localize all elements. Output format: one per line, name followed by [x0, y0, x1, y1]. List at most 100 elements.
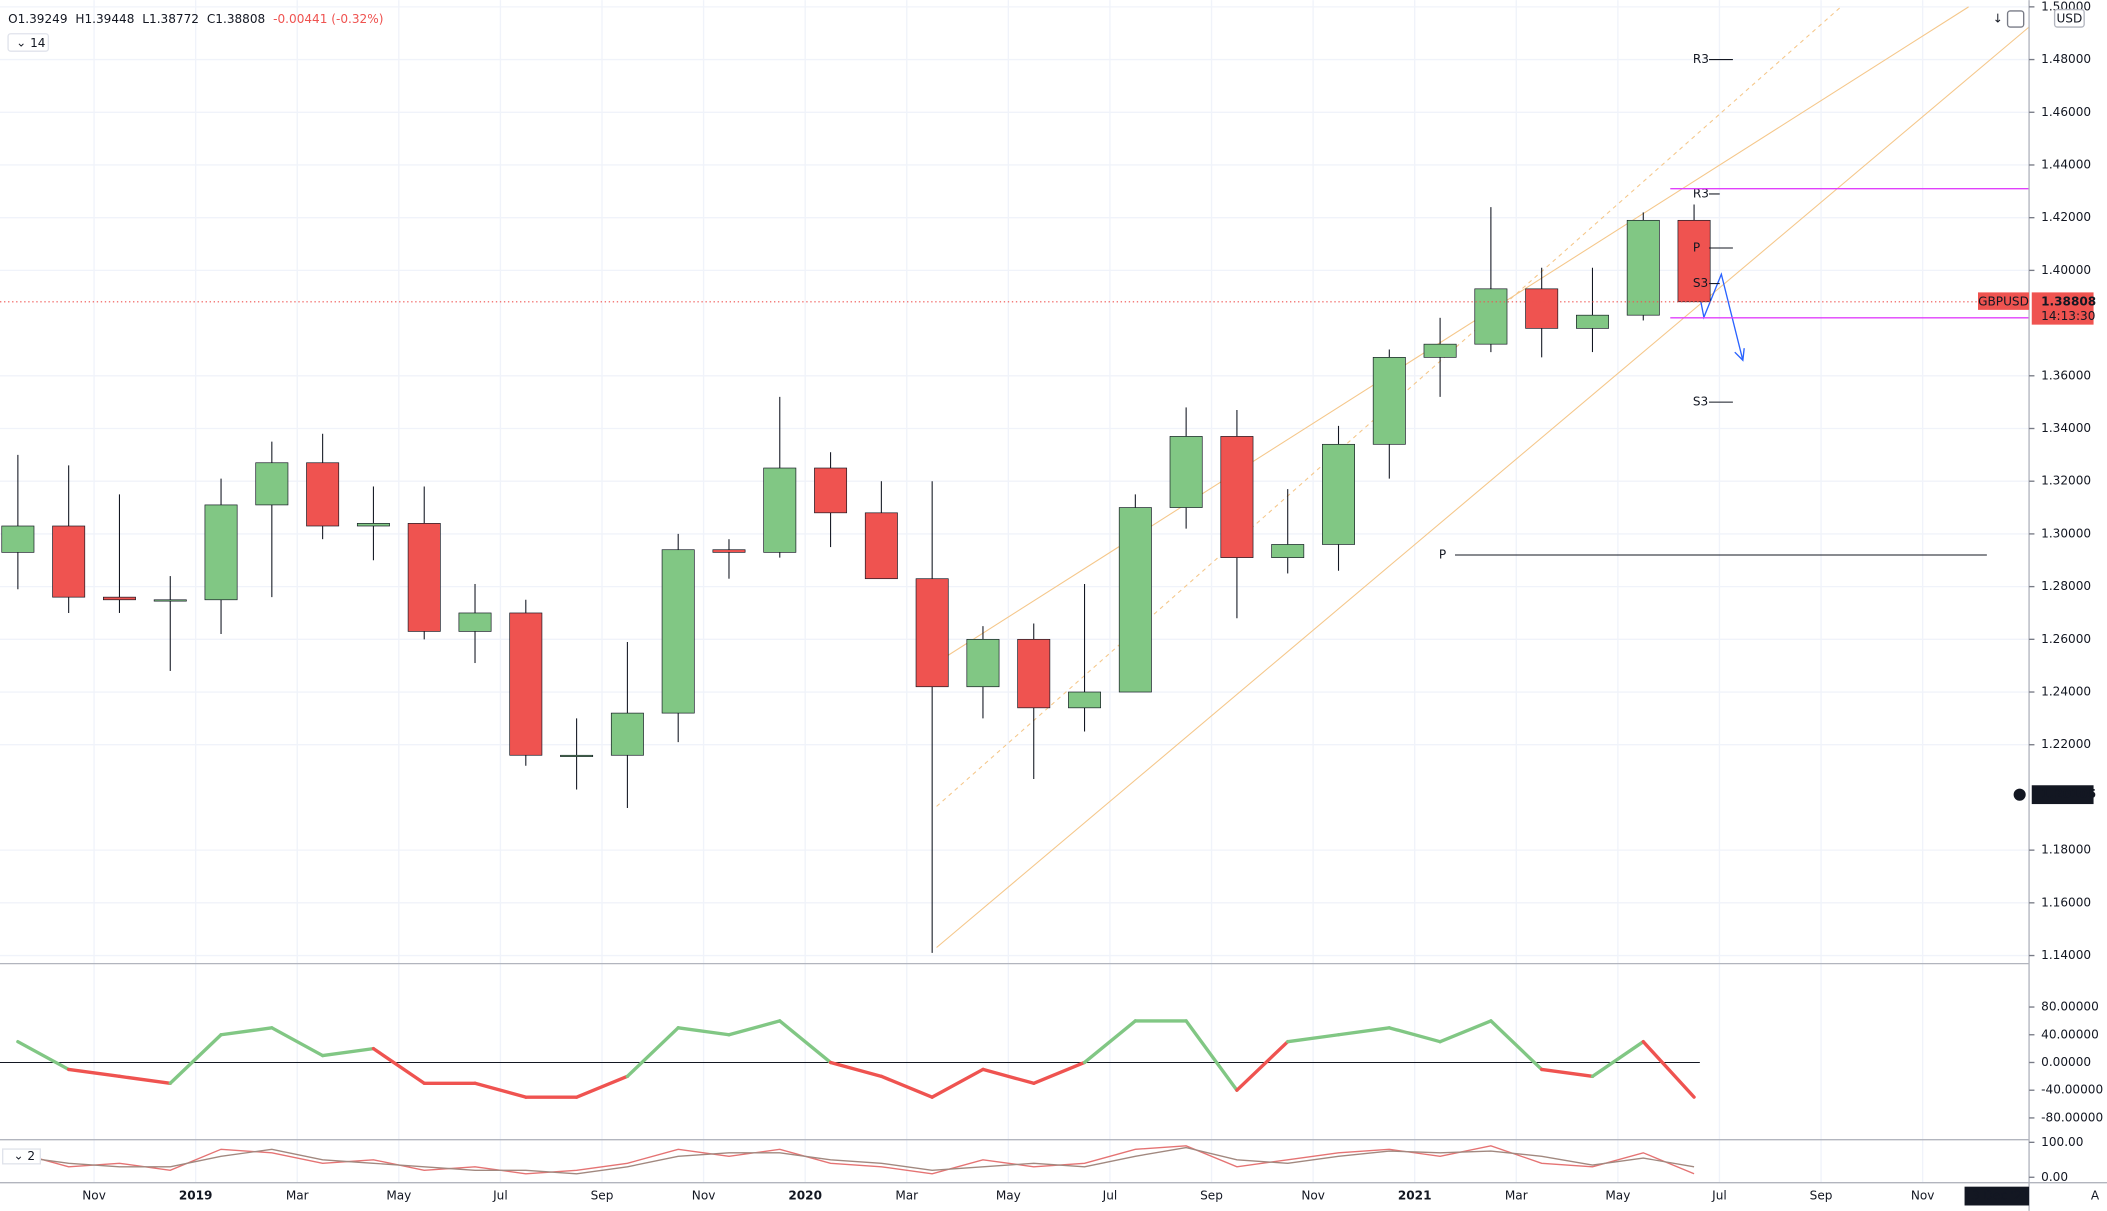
- candle-body: [255, 462, 289, 506]
- oscillator-segment: [16, 1040, 71, 1072]
- pivot-label: S3: [1693, 276, 1708, 290]
- countdown: 14:13:30: [2041, 309, 2095, 323]
- pivot-label: R3: [1693, 186, 1709, 200]
- ohlc-legend: O1.39249 H1.39448 L1.38772 C1.38808 -0.0…: [8, 11, 383, 25]
- x-tick-label: Jul: [492, 1189, 508, 1203]
- oscillator-segment: [1540, 1067, 1595, 1079]
- y-tick-label: 1.18000: [2041, 843, 2091, 857]
- candle-body: [1322, 443, 1355, 545]
- y-tick-label: 1.48000: [2041, 52, 2091, 66]
- candle-body: [102, 596, 136, 601]
- candle-body: [1677, 219, 1711, 303]
- x-tick-label: 2020: [788, 1189, 822, 1203]
- oscillator-segment: [1184, 1019, 1239, 1092]
- y-tick-label: 1.24000: [2041, 685, 2091, 699]
- x-tick-label: May: [386, 1189, 411, 1203]
- candle-body: [915, 578, 949, 688]
- oscillator-segment: [1336, 1026, 1391, 1037]
- oscillator-segment: [930, 1067, 985, 1099]
- oscillator-segment: [1032, 1060, 1087, 1085]
- x-tick-label: Nov: [82, 1189, 106, 1203]
- auto-scale[interactable]: A: [2091, 1189, 2100, 1203]
- y-tick-label: -40.00000: [2041, 1083, 2103, 1097]
- candle-body: [966, 638, 1000, 688]
- currency-button[interactable]: [2053, 8, 2085, 28]
- y-tick-label: 0.00: [2041, 1170, 2068, 1184]
- oscillator-segment: [1641, 1040, 1696, 1099]
- download-button[interactable]: ↓: [1993, 11, 2003, 25]
- grid: [0, 0, 2030, 1183]
- x-tick-label: Nov: [692, 1189, 716, 1203]
- y-tick-label: 1.30000: [2041, 526, 2091, 540]
- price-tag: [2031, 292, 2094, 325]
- x-tick-label: Mar: [895, 1189, 918, 1203]
- x-tick-label: Sep: [1200, 1189, 1223, 1203]
- candle-body: [763, 467, 797, 553]
- y-tick-label: 1.28000: [2041, 579, 2091, 593]
- oscillator-segment: [727, 1019, 782, 1037]
- pivot-label: P: [1439, 547, 1446, 561]
- axes: 1.500001.480001.460001.440001.420001.400…: [82, 0, 2103, 1206]
- date-tag: [1964, 1186, 2030, 1206]
- pane-legend[interactable]: [2, 1148, 41, 1165]
- candle-body: [560, 754, 594, 757]
- currency: USD: [2056, 11, 2082, 25]
- x-tick-label: May: [996, 1189, 1021, 1203]
- indicator-toggle[interactable]: [7, 33, 50, 52]
- oscillator-segment: [1387, 1026, 1442, 1044]
- candle-body: [1576, 314, 1609, 329]
- candle-body: [1474, 288, 1508, 345]
- y-tick-label: 1.46000: [2041, 105, 2091, 119]
- oscillator-segment: [676, 1026, 731, 1037]
- oscillator-segment: [1082, 1019, 1138, 1065]
- candle-body: [204, 504, 238, 601]
- oscillator-segment: [1235, 1040, 1290, 1092]
- x-tick-label: 2019: [179, 1189, 213, 1203]
- candle-body: [52, 525, 86, 598]
- x-tick-label: Nov: [1301, 1189, 1325, 1203]
- x-tick-label: Sep: [1810, 1189, 1833, 1203]
- date-label: 13 Dec '21: [1964, 1189, 2029, 1203]
- y-tick-label: 1.34000: [2041, 421, 2091, 435]
- channel-line: [936, 6, 1969, 664]
- pivot-label: P: [1693, 240, 1700, 254]
- candle-body: [1068, 691, 1102, 709]
- open: O1.39249: [8, 11, 67, 25]
- oscillator-segment: [879, 1074, 934, 1099]
- symbol-label: GBPUSD: [1978, 294, 2029, 308]
- pivot-label: S3: [1693, 395, 1708, 409]
- y-tick-label: 1.40000: [2041, 263, 2091, 277]
- y-tick-label: 1.16000: [2041, 895, 2091, 909]
- x-tick-label: Sep: [591, 1189, 614, 1203]
- low: L1.38772: [142, 11, 199, 25]
- price-label: 1.38808: [2041, 294, 2096, 308]
- candle-body: [1525, 288, 1559, 329]
- candle-body: [458, 612, 492, 632]
- oscillator-segment: [574, 1074, 630, 1099]
- oscillator-segment: [66, 1067, 122, 1079]
- oscillator-segment: [1590, 1040, 1645, 1079]
- pane-legend-value: 2: [27, 1148, 35, 1162]
- refresh-button[interactable]: [2006, 10, 2025, 28]
- oscillator-segment: [168, 1033, 223, 1085]
- y-tick-label: 40.00000: [2041, 1027, 2099, 1041]
- plot: R3 R3 P S3 S3 P: [0, 52, 2030, 1175]
- close: C1.38808: [207, 11, 265, 25]
- y-tick-label: 1.44000: [2041, 157, 2091, 171]
- pane-legend-label: ⌄ 2: [13, 1148, 35, 1162]
- candle-body: [610, 712, 644, 756]
- candle-body: [712, 549, 746, 553]
- y-tick-label: 100.00: [2041, 1135, 2083, 1149]
- oscillator-segment: [371, 1046, 426, 1085]
- candle-body: [306, 462, 340, 527]
- candle-body: [153, 599, 187, 602]
- oscillator-line: [17, 1146, 1695, 1175]
- indicator-length: ⌄ 14: [16, 36, 45, 50]
- candle-body: [1017, 638, 1051, 709]
- oscillator-segment: [778, 1019, 833, 1065]
- candle-body: [1423, 343, 1457, 358]
- oscillator-segment: [117, 1074, 172, 1085]
- candle-body: [864, 512, 898, 580]
- x-tick-label: Mar: [286, 1189, 309, 1203]
